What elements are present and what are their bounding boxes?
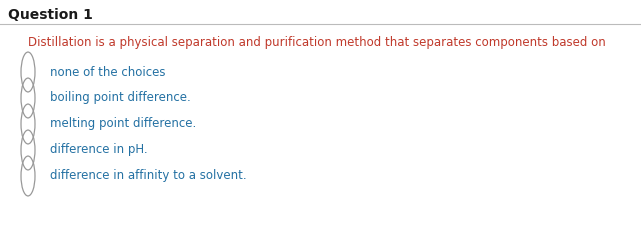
Text: melting point difference.: melting point difference. xyxy=(50,117,196,130)
Text: Question 1: Question 1 xyxy=(8,8,93,22)
Text: none of the choices: none of the choices xyxy=(50,65,165,79)
Text: difference in pH.: difference in pH. xyxy=(50,144,147,157)
Text: difference in affinity to a solvent.: difference in affinity to a solvent. xyxy=(50,169,247,182)
Text: Distillation is a physical separation and purification method that separates com: Distillation is a physical separation an… xyxy=(28,36,606,49)
Text: boiling point difference.: boiling point difference. xyxy=(50,92,191,104)
